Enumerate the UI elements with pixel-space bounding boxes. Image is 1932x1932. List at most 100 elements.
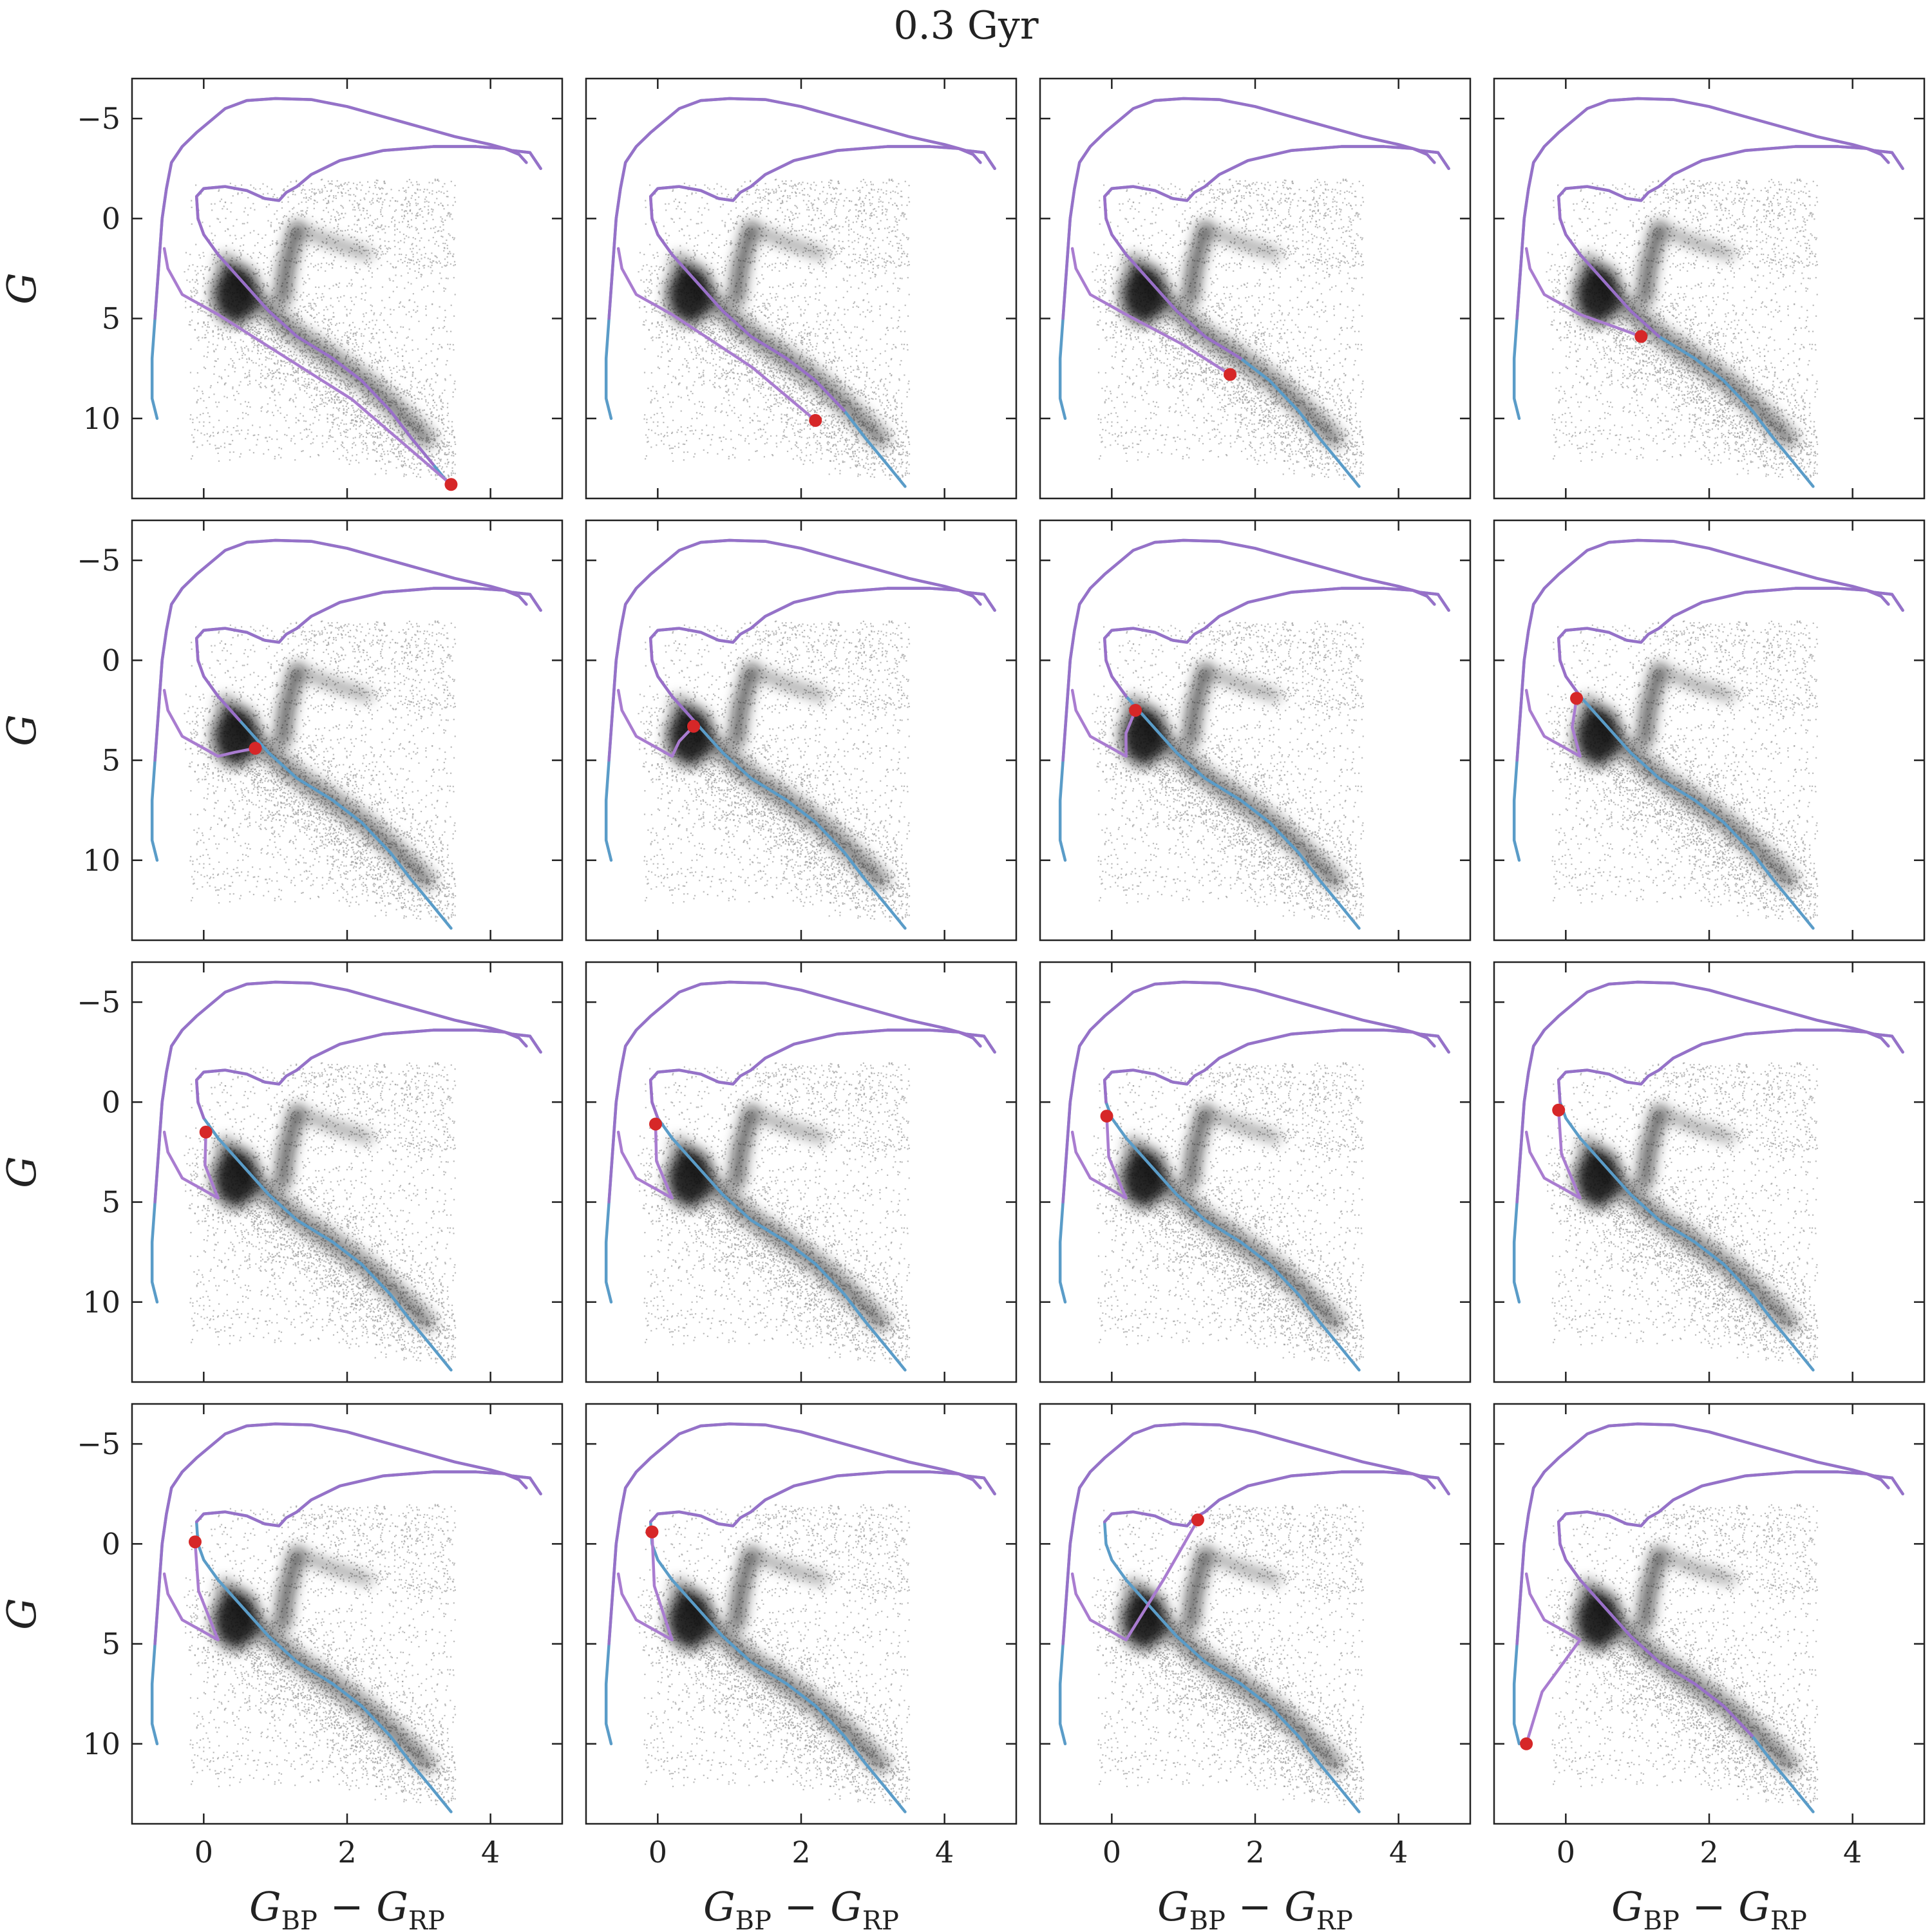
background-point: [230, 337, 231, 339]
figure-title: 0.3 Gyr: [894, 3, 1039, 48]
background-point: [762, 359, 763, 360]
background-point: [354, 424, 355, 425]
background-point: [372, 337, 373, 339]
background-point: [309, 330, 310, 332]
background-point: [283, 309, 284, 310]
background-point: [327, 330, 328, 332]
background-point: [435, 417, 436, 419]
background-point: [243, 244, 244, 245]
background-point: [436, 241, 437, 242]
background-point: [198, 309, 200, 310]
background-point: [225, 383, 226, 384]
background-point: [224, 323, 225, 325]
background-point: [650, 266, 652, 267]
background-point: [275, 330, 276, 331]
background-point: [274, 296, 276, 298]
background-point: [365, 299, 366, 301]
background-point: [388, 437, 389, 438]
background-point: [382, 380, 383, 381]
background-point: [298, 380, 299, 381]
background-point: [307, 210, 308, 211]
background-point: [453, 453, 454, 454]
background-point: [307, 296, 308, 297]
background-point: [363, 444, 364, 445]
background-point: [868, 412, 869, 413]
background-point: [374, 415, 375, 417]
background-point: [280, 457, 281, 459]
background-point: [433, 327, 434, 328]
background-point: [368, 264, 370, 265]
background-point: [433, 291, 434, 292]
background-point: [417, 184, 418, 185]
background-point: [353, 350, 354, 351]
background-point: [433, 237, 434, 238]
background-point: [310, 456, 311, 457]
background-point: [699, 401, 700, 402]
background-point: [383, 370, 384, 371]
background-point: [361, 420, 362, 421]
background-point: [398, 431, 399, 433]
background-point: [325, 270, 326, 272]
background-point: [296, 261, 297, 263]
background-point: [305, 421, 307, 422]
background-point: [214, 254, 216, 256]
background-point: [346, 390, 348, 391]
background-point: [433, 330, 435, 331]
background-point: [764, 366, 766, 368]
background-point: [369, 224, 370, 225]
background-point: [340, 251, 341, 252]
background-point: [372, 305, 373, 307]
background-point: [394, 220, 395, 221]
background-point: [375, 252, 376, 254]
background-point: [255, 269, 256, 270]
background-point: [332, 392, 334, 393]
background-point: [270, 358, 272, 359]
background-point: [263, 334, 264, 336]
background-point: [418, 232, 419, 234]
background-point: [310, 323, 312, 325]
background-point: [439, 443, 440, 444]
background-point: [380, 211, 381, 213]
background-point: [374, 362, 375, 363]
background-point: [455, 388, 456, 390]
background-point: [412, 386, 413, 387]
background-point: [412, 213, 413, 214]
background-point: [447, 415, 448, 416]
background-point: [245, 373, 246, 374]
background-point: [421, 387, 422, 388]
background-point: [243, 341, 244, 342]
background-point: [372, 200, 373, 201]
background-point: [301, 215, 302, 216]
background-point: [428, 418, 430, 419]
background-point: [356, 454, 357, 455]
background-point: [387, 324, 388, 325]
background-point: [762, 382, 763, 383]
background-point: [205, 312, 207, 314]
background-point: [296, 355, 297, 356]
background-point: [372, 362, 373, 363]
background-point: [408, 236, 410, 238]
background-point: [184, 271, 185, 272]
background-point: [432, 211, 433, 213]
background-point: [264, 378, 265, 379]
background-point: [319, 404, 321, 405]
background-point: [296, 319, 298, 321]
background-point: [243, 223, 245, 224]
background-point: [388, 386, 389, 387]
background-point: [207, 356, 208, 357]
background-point: [366, 437, 367, 438]
background-point: [373, 338, 374, 339]
background-point: [790, 379, 791, 381]
background-point: [878, 419, 880, 421]
background-point: [427, 285, 428, 287]
background-point: [337, 448, 338, 450]
background-point: [209, 269, 211, 270]
background-point: [744, 315, 745, 316]
background-point: [193, 441, 194, 442]
background-point: [341, 191, 342, 193]
background-point: [346, 309, 347, 310]
background-point: [345, 230, 346, 231]
background-point: [281, 202, 283, 203]
background-point: [450, 253, 451, 254]
background-point: [257, 350, 258, 351]
